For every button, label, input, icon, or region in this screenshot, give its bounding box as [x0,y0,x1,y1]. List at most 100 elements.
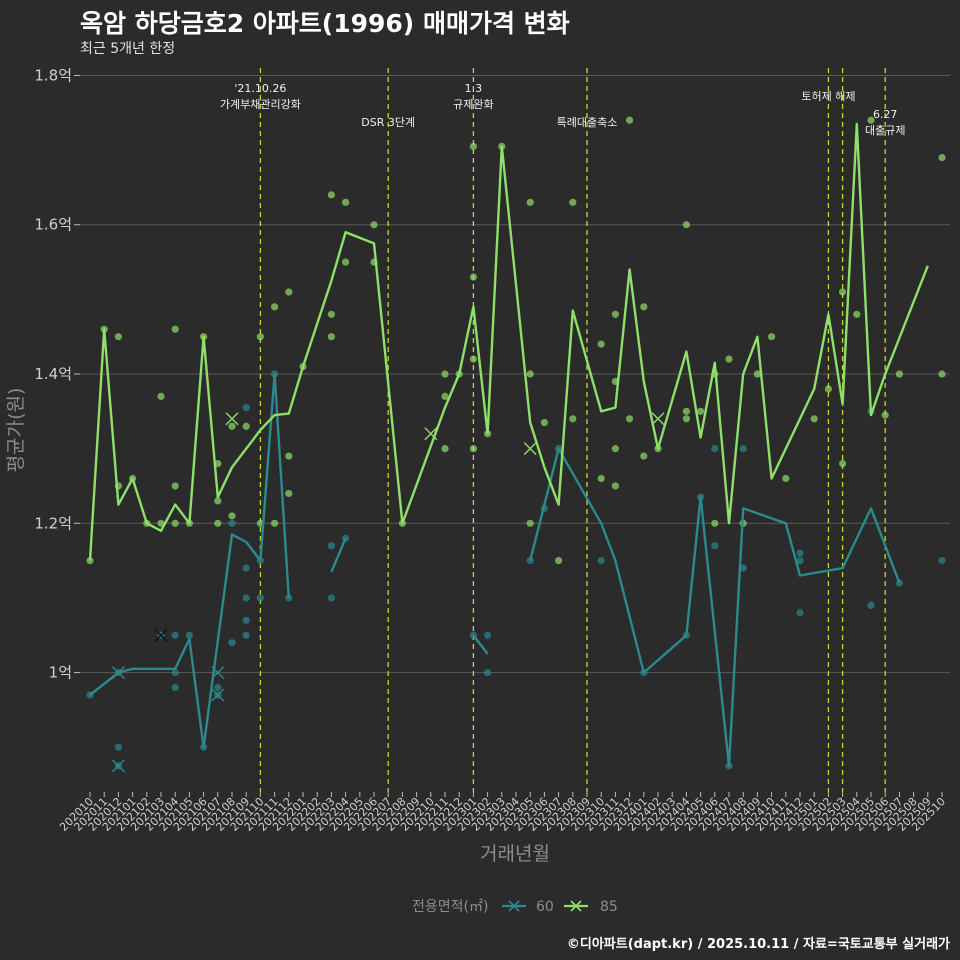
point-85 [285,288,293,296]
point-60 [711,542,719,550]
point-85 [526,370,534,378]
event-label: 6.27 [873,108,898,121]
point-85 [271,519,279,527]
point-85 [626,116,634,124]
point-85 [469,273,477,281]
point-85 [597,340,605,348]
point-85 [327,310,335,318]
point-85 [370,221,378,229]
point-85 [881,411,889,419]
point-60 [242,631,250,639]
point-60 [526,557,534,565]
y-axis: 1억 1.2억 1.4억 1.6억 1.8억 [34,66,80,682]
event-label: 규제완화 [453,98,493,111]
point-85 [853,310,861,318]
point-85 [526,198,534,206]
point-60 [711,445,719,453]
point-60 [285,594,293,602]
point-85 [285,489,293,498]
point-60 [114,743,122,751]
point-60 [228,639,236,647]
series-line-60 [89,372,901,768]
point-60 [242,564,250,572]
y-tick-label: 1.2억 [34,514,72,532]
y-tick-label: 1억 [49,664,72,682]
point-85 [682,221,691,229]
point-60 [484,631,492,639]
point-85 [711,519,719,527]
point-85 [682,407,691,415]
point-85 [342,198,350,206]
point-85 [171,325,179,333]
point-85 [640,303,648,311]
point-85 [469,445,477,453]
point-60 [327,594,335,602]
x-axis-title: 거래년월 [480,843,550,865]
point-85 [526,519,534,527]
legend: 전용면적(㎡) 60 85 [412,899,618,915]
point-85 [441,392,449,401]
cross-60 [111,759,125,773]
point-85 [626,415,634,423]
event-label: 토허제 해제 [801,89,855,103]
point-60 [796,557,804,565]
grid-lines [80,74,950,674]
cross-85 [225,412,239,426]
point-60 [796,549,804,557]
cross-85 [651,412,665,426]
point-60 [739,445,747,453]
point-85 [540,418,549,427]
point-85 [256,333,264,341]
point-60 [242,594,250,602]
point-60 [171,683,179,692]
point-85 [697,407,705,415]
point-60 [171,631,179,639]
cross-85 [523,442,537,456]
point-60 [171,668,179,677]
point-85 [342,258,350,266]
event-label: 대출규제 [865,124,905,137]
point-85 [242,422,250,430]
point-85 [824,385,833,393]
point-85 [171,519,179,527]
point-85 [271,303,279,311]
event-label: 1.3 [465,82,483,95]
chart-title: 옥암 하당금호2 아파트(1996) 매매가격 변화 [80,9,570,38]
point-85 [768,333,776,341]
point-85 [938,370,946,378]
point-85 [555,557,563,565]
point-85 [597,474,605,483]
point-85 [611,310,620,318]
y-axis-title: 평균가(원) [5,388,27,473]
y-tick-label: 1.8억 [34,66,72,84]
point-60 [256,594,264,602]
point-60 [796,609,804,617]
point-85 [285,452,293,460]
point-85 [157,392,165,401]
average-price-lines [88,122,929,768]
x-axis: 2020102020112020122021012021022021032021… [57,792,948,834]
point-60 [242,616,250,624]
event-label: 가계부채관리강화 [220,98,301,111]
legend-cross-85 [570,900,582,912]
point-85 [441,370,449,378]
transaction-points [86,116,946,773]
point-85 [228,512,236,520]
point-60 [597,557,605,565]
point-85 [640,452,648,460]
point-85 [441,445,449,453]
point-60 [867,601,875,610]
point-85 [171,482,179,490]
point-85 [469,355,477,363]
point-85 [469,142,477,150]
point-85 [214,497,222,505]
point-85 [839,288,847,296]
cross-60 [211,688,225,702]
point-60 [214,683,222,692]
point-85 [682,415,691,423]
point-85 [228,422,236,430]
point-60 [242,404,250,412]
cross-60 [154,628,168,642]
